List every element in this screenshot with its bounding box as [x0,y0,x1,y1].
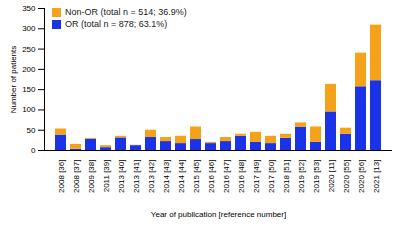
svg-text:2016 [46]: 2016 [46] [207,160,216,193]
svg-text:2018 [51]: 2018 [51] [282,160,291,193]
svg-text:2014 [43]: 2014 [43] [162,160,171,193]
svg-text:2020 [56]: 2020 [56] [357,160,366,193]
html-text:Non-OR (total n = 514; 36.9%): Non-OR (total n = 514; 36.9%) [65,7,187,17]
svg-text:2020 [55]: 2020 [55] [342,160,351,193]
svg-text:2015 [45]: 2015 [45] [192,160,201,193]
svg-text:2017 [50]: 2017 [50] [267,160,276,193]
html-text:OR (total n = 878; 63.1%): OR (total n = 878; 63.1%) [65,19,168,29]
svg-text:2013 [40]: 2013 [40] [117,160,126,193]
svg-text:2016 [47]: 2016 [47] [222,160,231,193]
svg-text:200: 200 [22,65,36,74]
svg-text:2019 [52]: 2019 [52] [297,160,306,193]
svg-text:2008 [37]: 2008 [37] [72,160,81,193]
svg-text:2014 [44]: 2014 [44] [177,160,186,193]
svg-text:0: 0 [31,146,36,155]
svg-text:2013 [42]: 2013 [42] [147,160,156,193]
svg-text:Year of publication [reference: Year of publication [reference number] [151,210,286,219]
svg-text:300: 300 [22,24,36,33]
svg-text:250: 250 [22,45,36,54]
svg-text:2009 [38]: 2009 [38] [87,160,96,193]
svg-text:2011 [39]: 2011 [39] [102,160,111,193]
svg-text:2020 [11]: 2020 [11] [327,160,336,193]
svg-text:150: 150 [22,85,36,94]
svg-text:50: 50 [27,126,36,135]
svg-text:2008 [36]: 2008 [36] [57,160,66,193]
svg-text:2013 [41]: 2013 [41] [132,160,141,193]
svg-text:2016 [48]: 2016 [48] [237,160,246,193]
svg-text:100: 100 [22,105,36,114]
svg-text:2019 [53]: 2019 [53] [312,160,321,193]
svg-text:350: 350 [22,4,36,13]
svg-text:Number of patients: Number of patients [9,46,18,114]
svg-text:2021 [13]: 2021 [13] [372,160,381,193]
svg-text:2017 [49]: 2017 [49] [252,160,261,193]
